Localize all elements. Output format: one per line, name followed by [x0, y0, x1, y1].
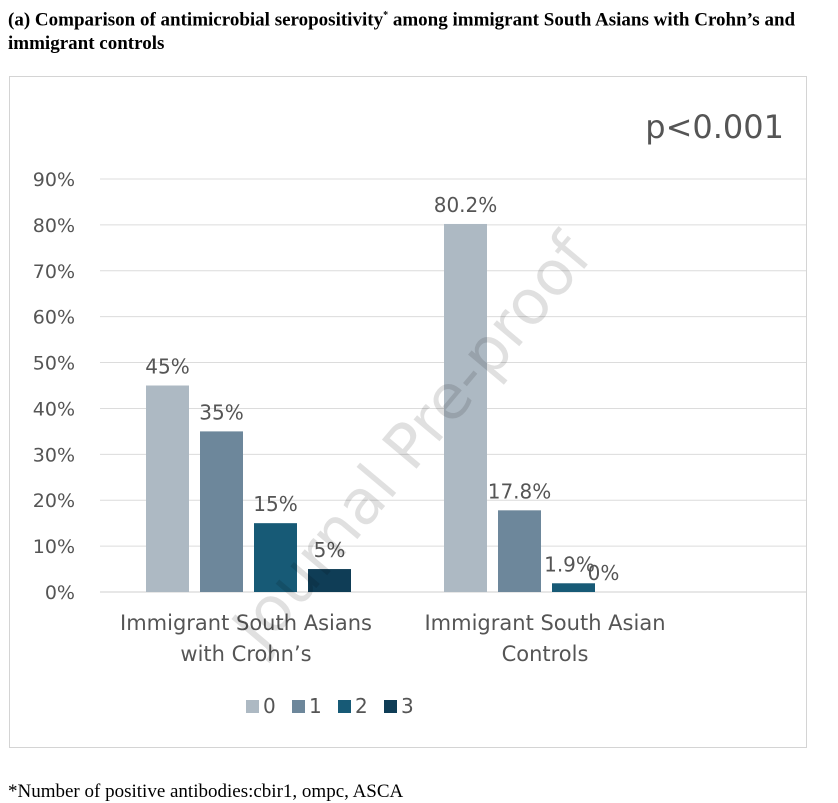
title-footnote-marker: * [383, 10, 389, 21]
legend-swatch [338, 700, 351, 713]
bar [552, 583, 595, 592]
watermark: Journal Pre-proof [215, 218, 607, 665]
y-tick-label: 20% [33, 490, 75, 512]
title-text: (a) Comparison of antimicrobial seroposi… [8, 9, 384, 31]
y-tick-label: 30% [33, 444, 75, 466]
data-label: 45% [145, 355, 189, 379]
y-tick-label: 60% [33, 307, 75, 329]
bar [498, 510, 541, 592]
category-label: Immigrant South Asian [424, 611, 665, 635]
data-label: 17.8% [488, 479, 552, 503]
category-label: with Crohn’s [180, 642, 311, 666]
bar [444, 223, 487, 592]
legend-swatch [384, 700, 397, 713]
bar [308, 569, 351, 592]
y-tick-label: 40% [33, 398, 75, 420]
bar [200, 431, 243, 592]
title-text-rest: among immigrant South Asians with Crohn’… [8, 9, 796, 55]
data-label: 15% [253, 492, 297, 516]
p-value-annotation: p<0.001 [645, 108, 784, 146]
legend-swatch [246, 700, 259, 713]
bar [146, 385, 189, 592]
data-label: 1.9% [544, 552, 595, 576]
data-label: 35% [199, 400, 243, 424]
y-tick-label: 10% [33, 536, 75, 558]
legend-swatch [292, 700, 305, 713]
y-tick-label: 70% [33, 261, 75, 283]
footnote: *Number of positive antibodies:cbir1, om… [8, 781, 404, 802]
legend-label: 0 [263, 694, 276, 718]
data-label: 80.2% [434, 193, 498, 217]
legend-label: 2 [355, 694, 368, 718]
y-tick-label: 80% [33, 215, 75, 237]
legend-label: 1 [309, 694, 322, 718]
bar [254, 523, 297, 592]
category-label: Controls [502, 642, 589, 666]
data-label: 5% [314, 538, 346, 562]
y-tick-label: 0% [45, 582, 75, 604]
y-tick-label: 50% [33, 353, 75, 375]
data-label: 0% [588, 561, 620, 585]
chart-frame [9, 76, 807, 748]
y-tick-label: 90% [33, 169, 75, 191]
category-label: Immigrant South Asians [120, 611, 372, 635]
legend-label: 3 [401, 694, 414, 718]
figure-title: (a) Comparison of antimicrobial seroposi… [8, 4, 808, 56]
